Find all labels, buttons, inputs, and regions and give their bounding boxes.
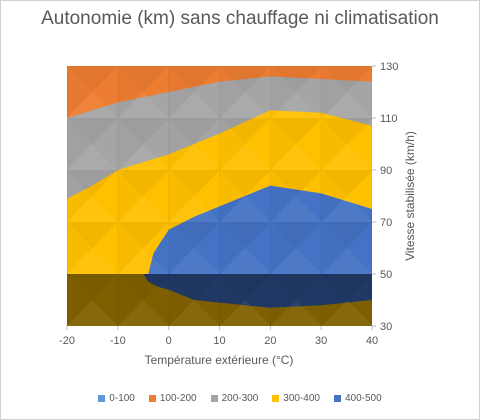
- legend-label: 100-200: [159, 393, 197, 404]
- x-tick-label: 0: [166, 335, 172, 347]
- y-tick-label: 90: [380, 165, 392, 177]
- legend-swatch: [333, 395, 341, 402]
- x-tick-label: 20: [264, 335, 276, 347]
- y-tick-label: 70: [380, 217, 392, 229]
- facet-shading: [67, 66, 372, 326]
- legend-swatch: [148, 395, 156, 402]
- legend-item-400-500: 400-500: [333, 393, 382, 404]
- legend-label: 400-500: [344, 393, 382, 404]
- y-tick-label: 110: [380, 113, 398, 125]
- x-tick-label: 30: [315, 335, 327, 347]
- x-tick-label: -20: [59, 335, 75, 347]
- x-axis-label: Température extérieure (°C): [145, 353, 294, 367]
- legend-label: 200-300: [221, 393, 259, 404]
- legend-swatch: [272, 395, 280, 402]
- legend-item-200-300: 200-300: [210, 393, 259, 404]
- y-tick-label: 50: [380, 269, 392, 281]
- x-tick-label: -10: [110, 335, 126, 347]
- legend: 0-100 100-200 200-300 300-400 400-500: [0, 393, 480, 404]
- y-axis-label: Vitesse stabilisée (km/h): [403, 131, 417, 261]
- legend-label: 300-400: [283, 393, 320, 404]
- y-tick-label: 130: [380, 61, 398, 73]
- legend-swatch: [98, 395, 106, 402]
- chart-title: Autonomie (km) sans chauffage ni climati…: [41, 8, 439, 29]
- legend-item-100-200: 100-200: [148, 393, 197, 404]
- x-tick-label: 10: [213, 335, 225, 347]
- legend-label: 0-100: [109, 393, 135, 404]
- x-tick-label: 40: [366, 335, 378, 347]
- y-tick-label: 30: [380, 321, 392, 333]
- legend-item-300-400: 300-400: [272, 393, 320, 404]
- legend-swatch: [210, 395, 218, 402]
- legend-item-0-100: 0-100: [98, 393, 135, 404]
